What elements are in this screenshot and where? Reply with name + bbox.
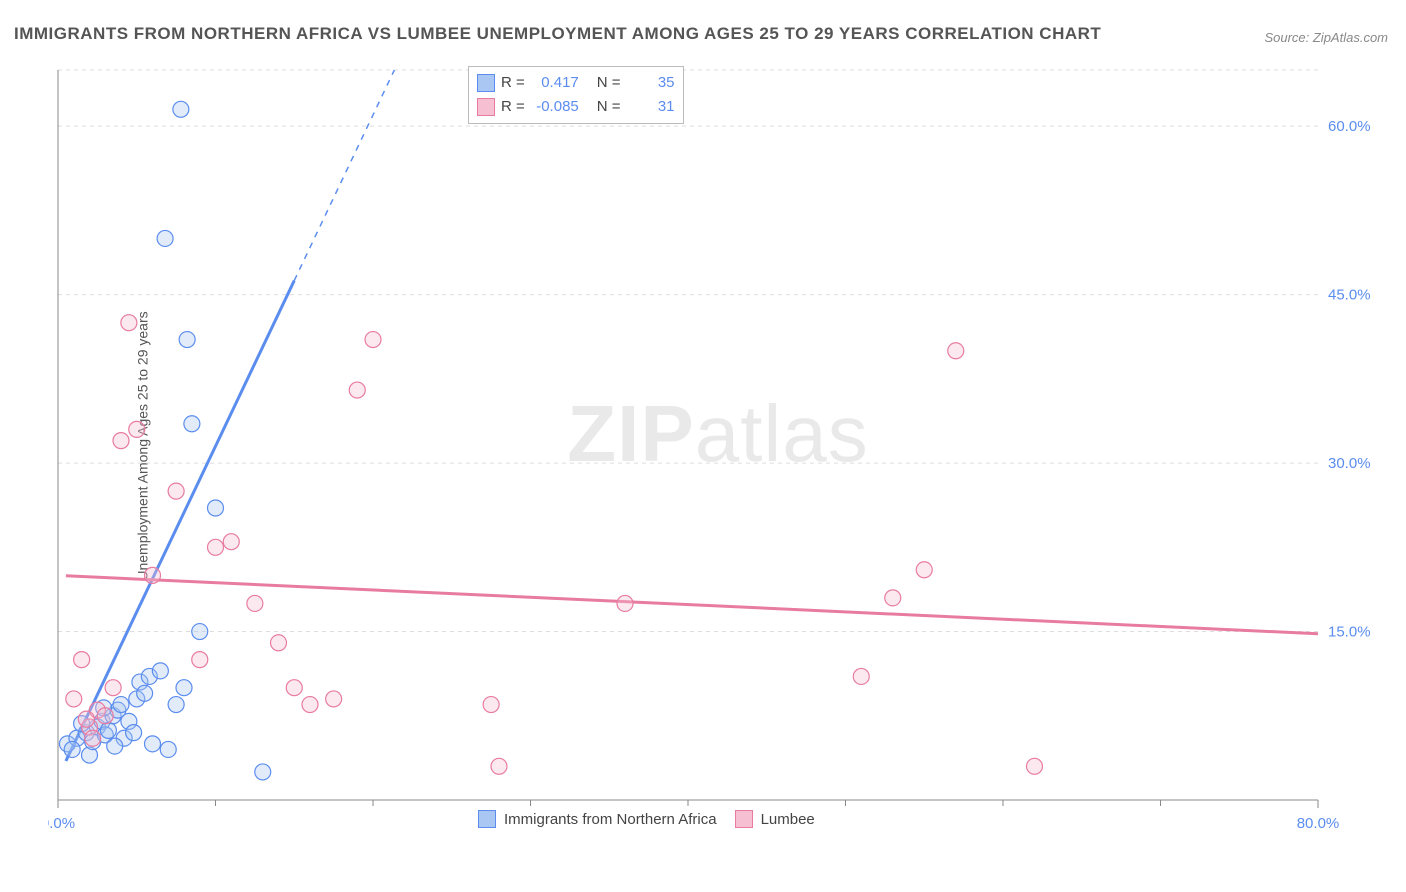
svg-text:30.0%: 30.0%: [1328, 455, 1371, 472]
legend-label: Lumbee: [761, 811, 815, 828]
svg-text:45.0%: 45.0%: [1328, 287, 1371, 304]
stats-r-value: 0.417: [531, 71, 579, 95]
legend-swatch: [735, 810, 753, 828]
legend-item: Lumbee: [735, 810, 815, 828]
stats-r-label: R =: [501, 71, 525, 95]
stats-n-label: N =: [597, 95, 621, 119]
stats-r-label: R =: [501, 95, 525, 119]
stats-n-value: 31: [627, 95, 675, 119]
legend-swatch: [478, 810, 496, 828]
stats-row: R =0.417 N =35: [477, 71, 675, 95]
legend-swatch: [477, 98, 495, 116]
plot-area: 0.0%80.0%15.0%30.0%45.0%60.0% ZIPatlas R…: [48, 60, 1388, 840]
stats-box: R =0.417 N =35 R =-0.085 N =31: [468, 66, 684, 124]
legend-swatch: [477, 74, 495, 92]
legend-bottom: Immigrants from Northern Africa Lumbee: [478, 810, 815, 828]
svg-text:15.0%: 15.0%: [1328, 624, 1371, 641]
scatter-chart-svg: 0.0% 80.0% 15.0% 30.0% 45.0% 60.0%: [48, 60, 1388, 840]
chart-title: IMMIGRANTS FROM NORTHERN AFRICA VS LUMBE…: [14, 24, 1101, 44]
legend-item: Immigrants from Northern Africa: [478, 810, 717, 828]
source-attribution: Source: ZipAtlas.com: [1264, 30, 1388, 45]
svg-text:0.0%: 0.0%: [48, 815, 75, 832]
stats-n-label: N =: [597, 71, 621, 95]
stats-row: R =-0.085 N =31: [477, 95, 675, 119]
svg-text:60.0%: 60.0%: [1328, 118, 1371, 135]
stats-r-value: -0.085: [531, 95, 579, 119]
stats-n-value: 35: [627, 71, 675, 95]
svg-text:80.0%: 80.0%: [1297, 815, 1340, 832]
legend-label: Immigrants from Northern Africa: [504, 811, 717, 828]
